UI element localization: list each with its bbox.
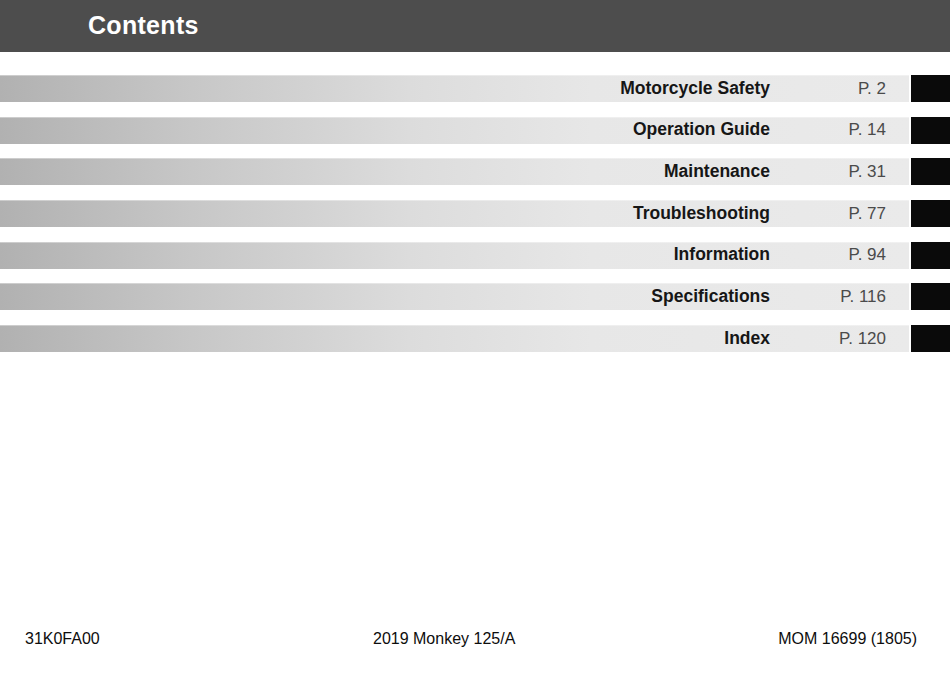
toc-section-label: Information [674,244,770,265]
toc-row-index[interactable]: Index P. 120 [0,325,950,352]
toc-page-number: P. 94 [848,245,886,265]
toc-row-specifications[interactable]: Specifications P. 116 [0,283,950,310]
page-header-bar: Contents [0,0,950,52]
toc-section-label: Specifications [651,286,770,307]
manual-contents-page: Contents Motorcycle Safety P. 2 Operatio… [0,0,950,674]
toc-page-number: P. 120 [839,328,886,348]
toc-row-maintenance[interactable]: Maintenance P. 31 [0,158,950,185]
toc-row-bar: Operation Guide P. 14 [0,117,909,144]
page-title: Contents [88,11,199,40]
toc-page-number: P. 116 [840,287,886,307]
toc-section-label: Index [724,328,770,349]
toc-edge-tab [911,200,950,227]
toc-row-troubleshooting[interactable]: Troubleshooting P. 77 [0,200,950,227]
toc-page-number: P. 14 [848,120,886,140]
toc-edge-tab [911,117,950,144]
page-footer: 31K0FA00 2019 Monkey 125/A MOM 16699 (18… [0,628,950,652]
toc-edge-tab [911,158,950,185]
toc-row-bar: Maintenance P. 31 [0,158,909,185]
toc-page-number: P. 31 [848,161,886,181]
toc-row-bar: Information P. 94 [0,242,909,269]
toc-row-operation-guide[interactable]: Operation Guide P. 14 [0,117,950,144]
toc-row-bar: Motorcycle Safety P. 2 [0,75,909,102]
toc-page-number: P. 2 [858,78,886,98]
toc-row-bar: Index P. 120 [0,325,909,352]
toc-section-label: Maintenance [664,161,770,182]
toc-row-motorcycle-safety[interactable]: Motorcycle Safety P. 2 [0,75,950,102]
toc-edge-tab [911,75,950,102]
toc-row-bar: Specifications P. 116 [0,283,909,310]
footer-part-code: 31K0FA00 [25,630,100,648]
footer-model-name: 2019 Monkey 125/A [373,630,515,648]
toc-section-label: Troubleshooting [633,203,770,224]
toc-section-label: Motorcycle Safety [620,78,770,99]
toc-edge-tab [911,283,950,310]
toc-section-label: Operation Guide [633,119,770,140]
toc-row-bar: Troubleshooting P. 77 [0,200,909,227]
toc-edge-tab [911,242,950,269]
table-of-contents: Motorcycle Safety P. 2 Operation Guide P… [0,75,950,367]
toc-page-number: P. 77 [848,203,886,223]
toc-edge-tab [911,325,950,352]
toc-row-information[interactable]: Information P. 94 [0,242,950,269]
footer-document-code: MOM 16699 (1805) [778,630,917,648]
